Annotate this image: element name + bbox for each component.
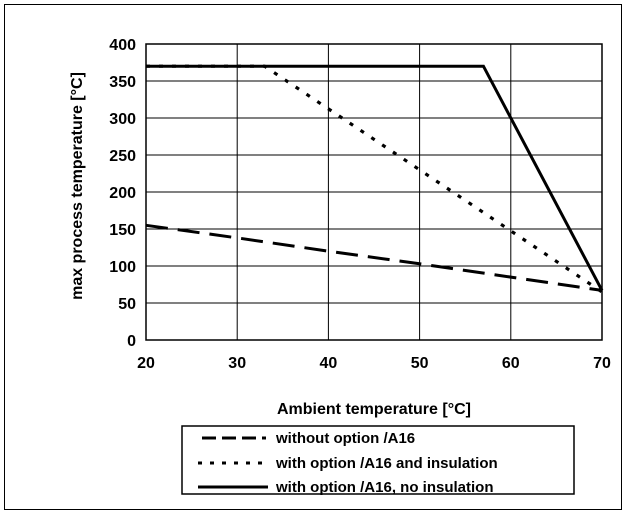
x-tick-label: 40 xyxy=(320,355,338,372)
y-tick-labels: 0 50 100 150 200 250 300 350 400 xyxy=(109,37,136,350)
x-tick-label: 50 xyxy=(411,355,429,372)
y-tick-label: 150 xyxy=(109,222,136,239)
legend-label-without-option: without option /A16 xyxy=(275,430,415,447)
x-tick-label: 30 xyxy=(228,355,246,372)
y-axis-title: max process temperature [°C] xyxy=(69,72,86,300)
grid-lines xyxy=(145,43,603,341)
legend: without option /A16 with option /A16 and… xyxy=(181,425,575,496)
x-axis-title: Ambient temperature [°C] xyxy=(277,401,471,418)
legend-label-with-insulation: with option /A16 and insulation xyxy=(275,455,498,472)
legend-label-no-insulation: with option /A16, no insulation xyxy=(275,479,494,496)
y-tick-label: 350 xyxy=(109,74,136,91)
y-tick-label: 50 xyxy=(118,296,136,313)
series-line-with-insulation xyxy=(146,64,603,294)
y-tick-label: 400 xyxy=(109,37,136,54)
x-tick-label: 60 xyxy=(502,355,520,372)
legend-box xyxy=(181,425,575,495)
series-layer xyxy=(145,64,604,294)
chart-frame xyxy=(4,4,622,510)
x-tick-labels: 20 30 40 50 60 70 xyxy=(137,355,611,372)
series-line-no-insulation xyxy=(146,64,604,292)
x-tick-label: 70 xyxy=(593,355,611,372)
y-tick-label: 250 xyxy=(109,148,136,165)
x-tick-label: 20 xyxy=(137,355,155,372)
series-line-without-option xyxy=(145,223,603,292)
y-tick-label: 100 xyxy=(109,259,136,276)
y-tick-label: 300 xyxy=(109,111,136,128)
y-tick-label: 200 xyxy=(109,185,136,202)
y-tick-label: 0 xyxy=(127,333,136,350)
plot-border xyxy=(145,43,603,341)
